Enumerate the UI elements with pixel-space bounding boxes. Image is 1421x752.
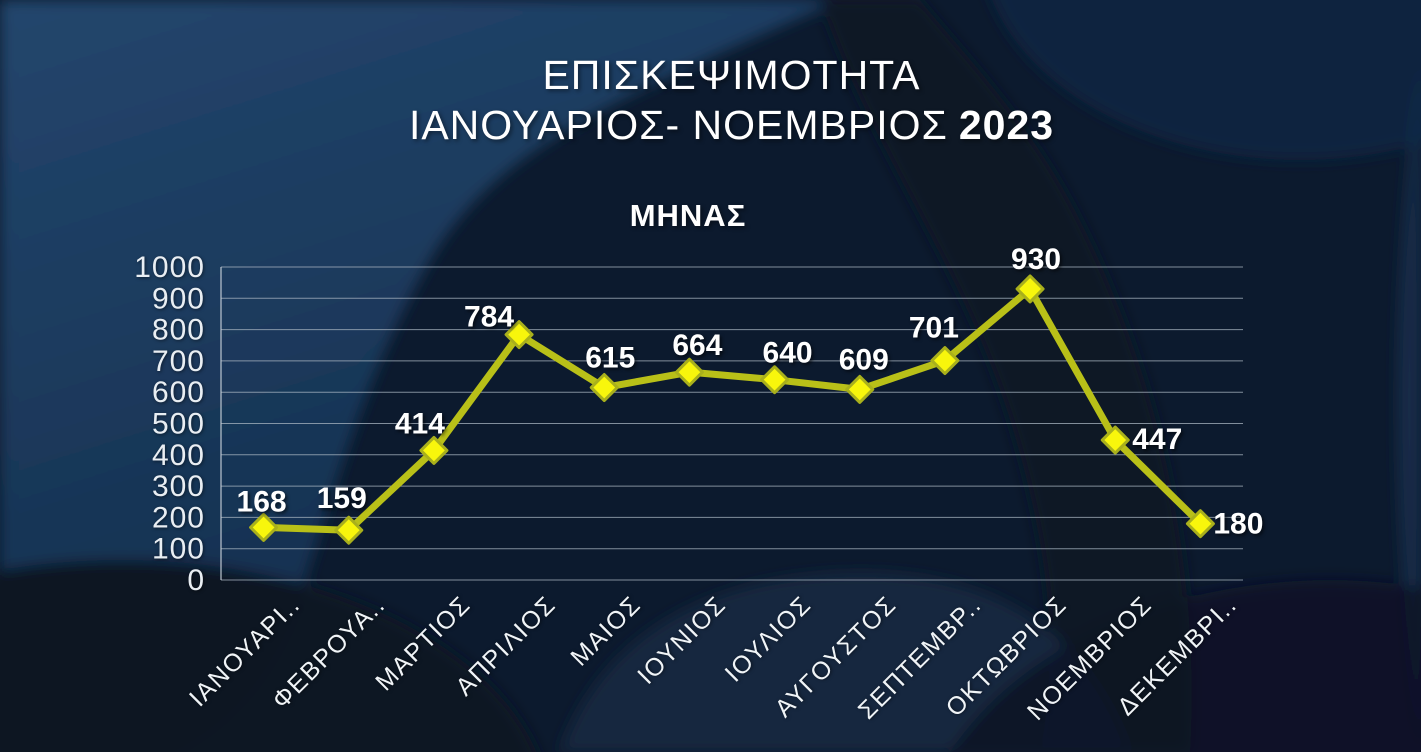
y-axis-tick-label: 600	[152, 376, 205, 409]
y-axis-tick-label: 900	[152, 282, 205, 315]
data-point-marker	[674, 357, 704, 387]
data-point-marker	[1185, 509, 1215, 539]
background-left-wave	[0, 0, 840, 752]
data-point-marker	[1015, 274, 1045, 304]
background-top-right-glow	[992, 0, 1421, 160]
slide-title-line1: ΕΠΙΣΚΕΨΙΜΟΤΗΤΑ	[542, 52, 921, 98]
y-axis-tick-label: 800	[152, 314, 205, 347]
slide-title-line2-text: ΙΑΝΟΥΑΡΙΟΣ- ΝΟΕΜΒΡΙΟΣ	[408, 102, 948, 149]
y-axis-tick-label: 200	[152, 501, 205, 534]
background-bottom-right-shade	[950, 580, 1421, 752]
x-axis-tick-label: ΜΑΙΟΣ	[565, 590, 646, 671]
data-point-label: 180	[1213, 508, 1263, 541]
data-point-label: 447	[1132, 423, 1182, 456]
y-axis-tick-label: 0	[187, 564, 205, 597]
data-point-marker	[419, 435, 449, 465]
background-center-swoosh	[820, 0, 1192, 752]
data-point-label: 784	[464, 301, 514, 334]
y-axis-tick-label: 100	[152, 533, 205, 566]
data-point-marker	[760, 365, 790, 395]
data-point-label: 640	[763, 337, 813, 370]
background-bottom-left-blob	[0, 560, 537, 752]
y-axis-tick-label: 1000	[134, 251, 205, 284]
data-point-label: 701	[909, 312, 959, 345]
data-point-label: 414	[395, 407, 445, 440]
data-point-label: 615	[585, 342, 635, 375]
x-axis-tick-label: ΙΟΥΝΙΟΣ	[632, 590, 731, 689]
y-axis-tick-label: 300	[152, 470, 205, 503]
data-point-marker	[845, 374, 875, 404]
data-point-marker	[1100, 425, 1130, 455]
background-right-edge-curve	[1397, 60, 1421, 752]
series-line	[260, 285, 1204, 534]
slide-title-year: 2023	[958, 102, 1055, 149]
y-axis-tick-label: 400	[152, 439, 205, 472]
data-point-marker	[249, 512, 279, 542]
data-point-label: 930	[1011, 243, 1061, 276]
data-point-marker	[504, 320, 534, 350]
data-point-label: 159	[317, 482, 367, 515]
slide-title: ΕΠΙΣΚΕΨΙΜΟΤΗΤΑ ΙΑΝΟΥΑΡΙΟΣ- ΝΟΕΜΒΡΙΟΣ 2023	[21, 50, 1421, 150]
data-point-marker	[930, 346, 960, 376]
chart-title: ΜΗΝΑΣ	[629, 198, 747, 233]
data-point-marker	[334, 515, 364, 545]
y-axis-tick-label: 500	[152, 408, 205, 441]
data-point-marker	[589, 373, 619, 403]
data-point-label: 609	[839, 343, 889, 376]
slide-title-line2: ΙΑΝΟΥΑΡΙΟΣ- ΝΟΕΜΒΡΙΟΣ 2023	[21, 100, 1421, 150]
data-point-label: 168	[237, 485, 287, 518]
data-point-label: 664	[672, 329, 722, 362]
y-axis-tick-label: 700	[152, 345, 205, 378]
